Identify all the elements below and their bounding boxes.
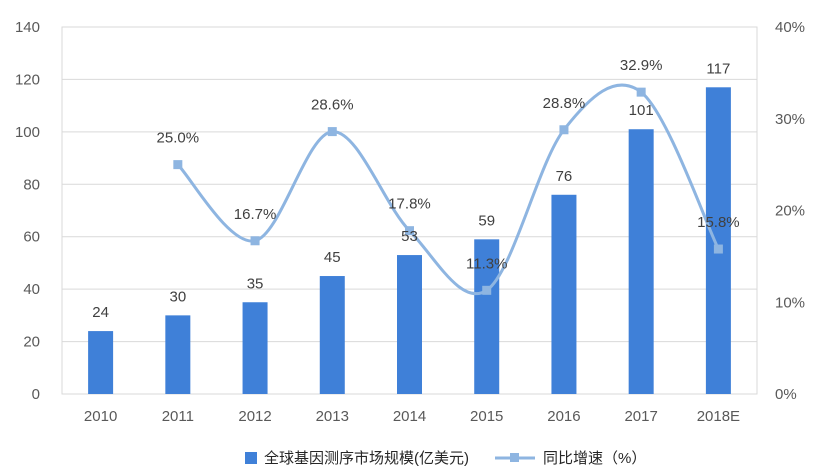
left-axis-tick: 140 [15, 19, 40, 36]
growth-value-label: 17.8% [388, 196, 431, 213]
bar [242, 302, 268, 394]
left-axis-tick: 100 [15, 124, 40, 141]
bar-value-label: 45 [324, 249, 341, 266]
bar [474, 239, 500, 394]
bar [628, 129, 654, 394]
legend-line-label: 同比增速（%） [543, 450, 646, 467]
bar [397, 255, 422, 394]
legend-bar-label: 全球基因测序市场规模(亿美元) [264, 449, 469, 467]
grid-lines [61, 26, 758, 395]
left-axis-tick: 20 [23, 334, 40, 351]
growth-value-label: 32.9% [620, 57, 663, 74]
x-axis-tick: 2014 [393, 408, 426, 425]
line-marker [559, 125, 569, 135]
line-marker [482, 285, 492, 295]
left-axis-tick: 80 [23, 176, 40, 193]
line-marker [636, 87, 646, 97]
bar-value-label: 30 [169, 288, 186, 305]
x-axis-tick: 2015 [470, 408, 503, 425]
growth-value-label: 15.8% [697, 214, 740, 231]
growth-value-label: 16.7% [234, 206, 277, 223]
right-axis-tick: 30% [775, 111, 805, 128]
line-marker [250, 236, 260, 246]
bar-value-label: 35 [247, 275, 264, 292]
bar-series [88, 87, 731, 395]
bar-value-label: 59 [478, 212, 495, 229]
line-marker [327, 127, 337, 137]
bar-value-label: 76 [556, 168, 573, 185]
right-axis-tick: 40% [775, 19, 805, 36]
right-axis-tick: 20% [775, 203, 805, 220]
bar [705, 87, 731, 395]
data-labels: 24 30 35 45 53 59 76 101 117 25.0% 16.7% 28.6% 17.8%… [92, 57, 739, 321]
left-axis-tick: 60 [23, 229, 40, 246]
x-axis-tick: 2013 [316, 408, 349, 425]
bar-value-label: 53 [401, 228, 418, 245]
line-marker [173, 160, 183, 170]
bar-value-label: 24 [92, 304, 109, 321]
x-axis-tick: 2011 [162, 408, 194, 425]
axes: 0 20 40 60 80 100 120 140 0% 10% 20% 30% 40% 2010 2011… [15, 19, 805, 425]
legend: 全球基因测序市场规模(亿美元) 同比增速（%） [245, 449, 646, 467]
left-axis-tick: 40 [23, 281, 40, 298]
bar-value-label: 117 [706, 60, 730, 77]
bar [88, 331, 114, 394]
legend-line-marker [510, 453, 519, 462]
bar [319, 276, 345, 394]
x-axis-tick: 2010 [84, 408, 117, 425]
x-axis-tick: 2012 [238, 408, 271, 425]
right-axis-tick: 0% [775, 386, 797, 403]
x-axis-tick: 2018E [697, 408, 740, 425]
growth-value-label: 11.3% [466, 255, 507, 272]
bar-value-label: 101 [629, 102, 654, 119]
left-axis-tick: 120 [15, 71, 40, 88]
x-axis-tick: 2017 [624, 408, 657, 425]
bar [165, 315, 191, 394]
bar [551, 194, 577, 394]
legend-bar-swatch [245, 452, 257, 464]
line-series [173, 83, 723, 296]
line-marker [713, 244, 723, 254]
growth-value-label: 28.6% [311, 97, 354, 114]
right-axis-tick: 10% [775, 294, 805, 311]
left-axis-tick: 0 [32, 386, 40, 403]
x-axis-tick: 2016 [547, 408, 580, 425]
growth-value-label: 28.8% [543, 95, 586, 112]
growth-value-label: 25.0% [157, 130, 200, 147]
line-marker [405, 226, 414, 236]
